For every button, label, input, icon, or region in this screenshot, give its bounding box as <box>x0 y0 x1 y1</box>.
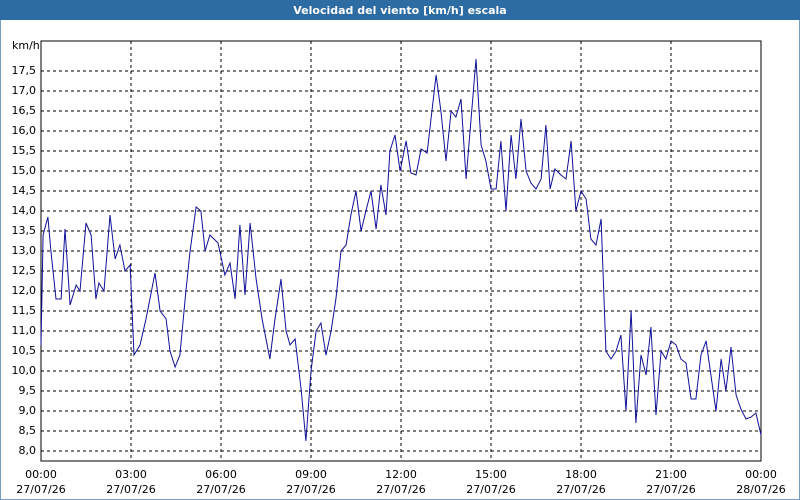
y-tick-label: 9,0 <box>19 404 37 417</box>
x-tick-label: 15:00 <box>475 468 507 481</box>
x-tick-label: 12:00 <box>385 468 417 481</box>
x-tick-date: 27/07/26 <box>286 483 335 496</box>
x-tick-date: 27/07/26 <box>16 483 65 496</box>
x-tick-date: 27/07/26 <box>646 483 695 496</box>
y-tick-label: 16,5 <box>12 104 37 117</box>
title-bar <box>0 0 800 20</box>
x-tick-label: 00:00 <box>25 468 57 481</box>
y-tick-label: 11,5 <box>12 304 37 317</box>
x-tick-label: 18:00 <box>565 468 597 481</box>
y-tick-label: 10,0 <box>12 364 37 377</box>
x-tick-date: 27/07/26 <box>376 483 425 496</box>
x-tick-label: 00:00 <box>745 468 777 481</box>
x-tick-label: 06:00 <box>205 468 237 481</box>
y-tick-label: 8,5 <box>19 424 37 437</box>
chart-title: Velocidad del viento [km/h] escala <box>293 4 506 17</box>
y-tick-label: 17,0 <box>12 84 37 97</box>
y-tick-label: 12,0 <box>12 284 37 297</box>
x-tick-label: 21:00 <box>655 468 687 481</box>
y-tick-label: 8,0 <box>19 444 37 457</box>
x-tick-label: 03:00 <box>115 468 147 481</box>
y-tick-label: 17,5 <box>12 64 37 77</box>
x-tick-date: 27/07/26 <box>196 483 245 496</box>
y-tick-label: 9,5 <box>19 384 37 397</box>
series-line <box>40 58 762 442</box>
y-tick-label: 14,0 <box>12 204 37 217</box>
y-tick-label: 13,5 <box>12 224 37 237</box>
y-tick-label: 15,0 <box>12 164 37 177</box>
x-tick-label: 09:00 <box>295 468 327 481</box>
x-tick-date: 27/07/26 <box>106 483 155 496</box>
y-tick-label: 13,0 <box>12 244 37 257</box>
y-tick-label: 11,0 <box>12 324 37 337</box>
y-unit-label: km/h <box>12 39 40 52</box>
x-tick-date: 27/07/26 <box>556 483 605 496</box>
y-tick-label: 10,5 <box>12 344 37 357</box>
y-tick-label: 15,5 <box>12 144 37 157</box>
x-tick-date: 27/07/26 <box>466 483 515 496</box>
y-tick-label: 16,0 <box>12 124 37 137</box>
x-tick-date: 28/07/26 <box>736 483 785 496</box>
y-tick-label: 14,5 <box>12 184 37 197</box>
y-tick-label: 12,5 <box>12 264 37 277</box>
